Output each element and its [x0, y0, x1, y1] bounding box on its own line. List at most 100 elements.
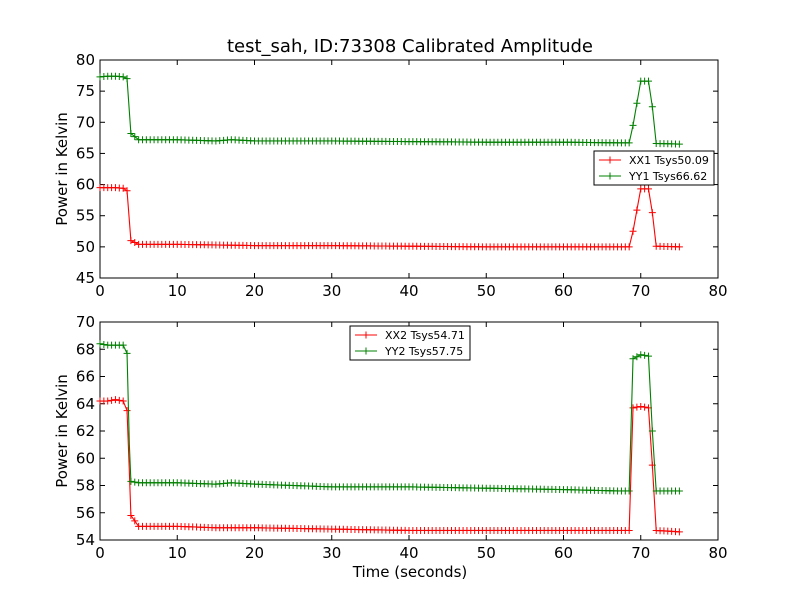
legend: XX1 Tsys50.09 YY1 Tsys66.62: [593, 150, 715, 186]
data-point: [637, 351, 645, 359]
data-point: [641, 403, 649, 411]
data-point: [675, 528, 683, 536]
data-point: [123, 187, 131, 195]
data-point: [119, 397, 127, 405]
y-tick-label: 62: [76, 422, 95, 440]
x-tick-label: 80: [708, 282, 727, 300]
data-point: [111, 396, 119, 404]
legend-marker: [606, 172, 614, 180]
data-point: [633, 353, 641, 361]
y-tick-label: 60: [76, 176, 95, 194]
y-tick-label: 50: [76, 238, 95, 256]
data-point: [131, 517, 139, 525]
x-tick-label: 0: [95, 282, 105, 300]
data-point: [644, 185, 652, 193]
y-axis-label-top: Power in Kelvin: [53, 112, 71, 226]
x-tick-label: 10: [168, 544, 187, 562]
data-point: [629, 404, 637, 412]
data-point: [127, 511, 135, 519]
x-tick-label: 0: [95, 544, 105, 562]
legend-box: [349, 325, 471, 361]
legend-marker: [362, 331, 370, 339]
x-tick-label: 80: [708, 544, 727, 562]
data-point: [123, 349, 131, 357]
x-tick-label: 60: [554, 544, 573, 562]
y-tick-label: 66: [76, 368, 95, 386]
legend-marker: [606, 156, 614, 164]
x-tick-label: 10: [168, 282, 187, 300]
data-point: [675, 487, 683, 495]
data-point: [119, 341, 127, 349]
x-tick-label: 60: [554, 282, 573, 300]
series-XX2 Tsys54.71: [96, 396, 683, 536]
y-tick-label: 75: [76, 82, 95, 100]
data-point: [648, 427, 656, 435]
data-point: [633, 99, 641, 107]
data-point: [104, 397, 112, 405]
legend: XX2 Tsys54.71 YY2 Tsys57.75: [349, 325, 471, 361]
data-point: [633, 206, 641, 214]
x-tick-label: 70: [631, 282, 650, 300]
data-point: [625, 487, 633, 495]
x-tick-label: 20: [245, 544, 264, 562]
x-tick-label: 70: [631, 544, 650, 562]
x-tick-label: 40: [399, 544, 418, 562]
series-line: [99, 75, 680, 145]
x-tick-label: 50: [477, 544, 496, 562]
legend-label: YY1 Tsys66.62: [628, 170, 707, 183]
data-point: [641, 351, 649, 359]
legend-box: [593, 150, 715, 186]
legend-label: XX2 Tsys54.71: [385, 329, 465, 342]
y-tick-label: 54: [76, 531, 95, 549]
chart-title: test_sah, ID:73308 Calibrated Amplitude: [227, 36, 593, 57]
y-tick-label: 70: [76, 113, 95, 131]
data-point: [633, 403, 641, 411]
data-point: [648, 209, 656, 217]
axes-top: 0 10 20 30 40 50 60 70 80 45 50 55 60 65 70 75 80 XX1 Tsy…: [76, 51, 728, 300]
legend-marker: [362, 347, 370, 355]
series-line: [99, 343, 680, 492]
y-tick-label: 64: [76, 395, 95, 413]
data-point: [119, 73, 127, 81]
data-point: [96, 340, 104, 348]
y-tick-label: 65: [76, 144, 95, 162]
x-tick-label: 50: [477, 282, 496, 300]
data-point: [675, 140, 683, 148]
x-tick-label: 30: [322, 282, 341, 300]
y-tick-label: 58: [76, 477, 95, 495]
x-tick-label: 30: [322, 544, 341, 562]
series-YY2 Tsys57.75: [96, 340, 683, 495]
series-line: [100, 187, 680, 248]
data-point: [644, 77, 652, 85]
y-tick-label: 45: [76, 269, 95, 287]
data-point: [115, 396, 123, 404]
legend-label: YY2 Tsys57.75: [384, 345, 463, 358]
data-point: [625, 526, 633, 534]
data-point: [644, 352, 652, 360]
data-point: [629, 227, 637, 235]
x-tick-label: 20: [245, 282, 264, 300]
axes-bottom: 0 10 20 30 40 50 60 70 80 54 56 58 60 62 64 66 68 70 XX2 T…: [76, 313, 728, 562]
data-point: [127, 129, 135, 137]
y-tick-label: 70: [76, 313, 95, 331]
data-point: [123, 75, 131, 83]
data-point: [629, 121, 637, 129]
data-point: [131, 238, 139, 246]
data-point: [629, 355, 637, 363]
data-point: [675, 243, 683, 251]
series-YY1 Tsys66.62: [96, 72, 683, 148]
data-point: [127, 237, 135, 245]
data-point: [127, 477, 135, 485]
data-point: [637, 402, 645, 410]
x-axis-label: Time (seconds): [352, 563, 468, 581]
data-point: [648, 103, 656, 111]
data-point: [108, 396, 116, 404]
data-point: [131, 478, 139, 486]
data-point: [100, 340, 108, 348]
data-point: [625, 243, 633, 251]
y-axis-label-bottom: Power in Kelvin: [53, 374, 71, 488]
y-tick-label: 55: [76, 207, 95, 225]
legend-label: XX1 Tsys50.09: [629, 154, 709, 167]
data-point: [119, 184, 127, 192]
